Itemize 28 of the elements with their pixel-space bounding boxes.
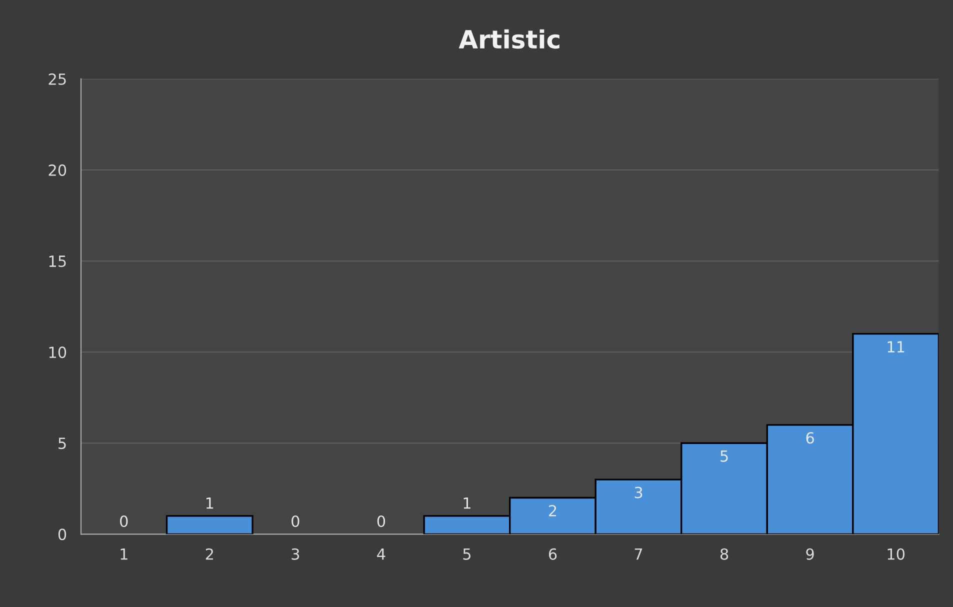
y-tick-label: 5	[58, 438, 66, 450]
y-tick-label: 20	[48, 164, 66, 176]
data-label: 5	[720, 450, 728, 462]
data-label: 1	[206, 497, 214, 509]
data-label: 0	[120, 515, 128, 528]
y-tick-label: 15	[49, 256, 66, 268]
data-label: 2	[549, 504, 556, 516]
x-tick-label: 8	[720, 548, 728, 560]
chart-title: Artistic	[458, 29, 560, 49]
x-tick-label: 2	[206, 548, 213, 560]
x-tick-label: 7	[634, 548, 642, 560]
x-tick-label: 9	[806, 548, 814, 560]
x-tick-label: 5	[463, 548, 470, 560]
y-tick-label: 25	[48, 73, 66, 85]
y-tick-label: 0	[58, 528, 66, 540]
x-tick-label: 4	[377, 548, 386, 560]
x-tick-label: 6	[548, 548, 557, 560]
x-tick-label: 1	[120, 548, 128, 560]
data-label: 11	[888, 341, 904, 352]
x-tick-label: 10	[888, 548, 905, 560]
data-label: 0	[377, 515, 386, 528]
data-label: 1	[464, 497, 470, 509]
data-label: 6	[806, 432, 814, 444]
bar	[166, 515, 254, 534]
data-label: 0	[292, 515, 300, 528]
x-tick-label: 3	[292, 548, 300, 560]
data-label: 3	[634, 486, 642, 498]
y-tick-label: 10	[49, 346, 66, 358]
